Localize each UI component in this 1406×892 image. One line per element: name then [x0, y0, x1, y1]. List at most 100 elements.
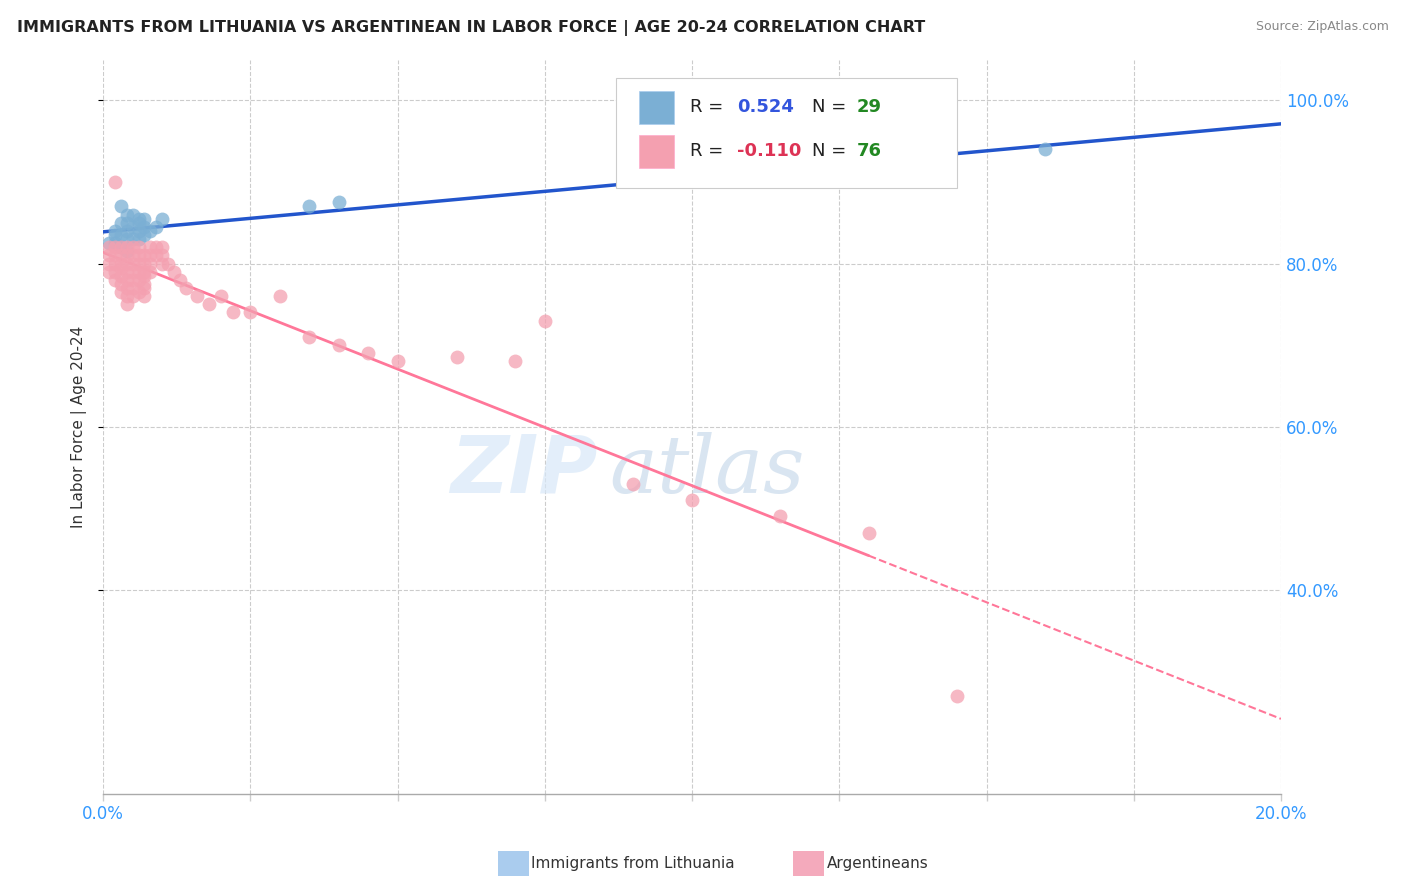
Point — [946, 689, 969, 703]
Point — [110, 240, 132, 254]
Point — [769, 509, 792, 524]
Text: N =: N = — [813, 98, 852, 116]
Point — [121, 232, 143, 246]
Point — [134, 289, 156, 303]
Point — [115, 224, 138, 238]
Point — [110, 227, 132, 242]
Point — [115, 289, 138, 303]
Point — [145, 219, 167, 234]
Text: 29: 29 — [858, 98, 882, 116]
Bar — [640, 135, 675, 168]
Point — [115, 281, 138, 295]
Point — [150, 211, 173, 226]
Point — [128, 256, 150, 270]
Point — [150, 248, 173, 262]
Point — [209, 289, 232, 303]
Point — [121, 219, 143, 234]
Point — [139, 256, 162, 270]
Point — [121, 248, 143, 262]
Point — [269, 289, 291, 303]
Point — [98, 240, 121, 254]
Point — [115, 232, 138, 246]
Point — [134, 265, 156, 279]
Point — [110, 256, 132, 270]
Point — [121, 240, 143, 254]
Point — [121, 265, 143, 279]
Point — [134, 268, 156, 283]
Point — [150, 240, 173, 254]
Text: atlas: atlas — [610, 432, 806, 509]
Text: IMMIGRANTS FROM LITHUANIA VS ARGENTINEAN IN LABOR FORCE | AGE 20-24 CORRELATION : IMMIGRANTS FROM LITHUANIA VS ARGENTINEAN… — [17, 20, 925, 36]
Point — [110, 240, 132, 254]
Point — [169, 273, 191, 287]
Text: N =: N = — [813, 143, 852, 161]
Point — [387, 354, 409, 368]
Point — [681, 493, 703, 508]
Point — [121, 273, 143, 287]
Point — [174, 281, 197, 295]
Point — [446, 351, 468, 365]
Point — [357, 346, 380, 360]
Point — [104, 273, 127, 287]
Point — [128, 211, 150, 226]
Point — [198, 297, 221, 311]
Point — [150, 256, 173, 270]
Point — [134, 248, 156, 262]
Point — [156, 256, 179, 270]
Text: R =: R = — [690, 143, 728, 161]
Point — [104, 224, 127, 238]
Point — [98, 265, 121, 279]
Text: Source: ZipAtlas.com: Source: ZipAtlas.com — [1256, 20, 1389, 33]
Point — [621, 476, 644, 491]
Point — [298, 330, 321, 344]
Point — [98, 248, 121, 262]
Point — [115, 244, 138, 259]
Point — [505, 354, 527, 368]
FancyBboxPatch shape — [616, 78, 957, 188]
Text: ZIP: ZIP — [450, 432, 598, 509]
Point — [139, 265, 162, 279]
Point — [222, 305, 245, 319]
Point — [115, 256, 138, 270]
Point — [104, 175, 127, 189]
Point — [110, 277, 132, 291]
Point — [128, 265, 150, 279]
Point — [110, 248, 132, 262]
Point — [298, 199, 321, 213]
Point — [163, 265, 186, 279]
Text: Immigrants from Lithuania: Immigrants from Lithuania — [531, 856, 735, 871]
Point — [1035, 142, 1057, 156]
Point — [115, 297, 138, 311]
Point — [145, 248, 167, 262]
Point — [98, 256, 121, 270]
Text: -0.110: -0.110 — [737, 143, 801, 161]
Point — [858, 525, 880, 540]
Point — [128, 216, 150, 230]
Point — [534, 313, 557, 327]
Text: 0.524: 0.524 — [737, 98, 794, 116]
Point — [128, 273, 150, 287]
Point — [328, 338, 350, 352]
Point — [139, 248, 162, 262]
Point — [104, 256, 127, 270]
Point — [134, 211, 156, 226]
Point — [139, 240, 162, 254]
Point — [134, 227, 156, 242]
Point — [115, 248, 138, 262]
Text: Argentineans: Argentineans — [827, 856, 928, 871]
Point — [145, 240, 167, 254]
Point — [134, 256, 156, 270]
Point — [121, 208, 143, 222]
Point — [104, 227, 127, 242]
Y-axis label: In Labor Force | Age 20-24: In Labor Force | Age 20-24 — [72, 326, 87, 528]
Point — [121, 289, 143, 303]
Point — [98, 236, 121, 251]
Point — [104, 240, 127, 254]
Point — [134, 277, 156, 291]
Point — [110, 199, 132, 213]
Point — [134, 219, 156, 234]
Point — [121, 256, 143, 270]
Point — [139, 224, 162, 238]
Point — [104, 265, 127, 279]
Point — [115, 208, 138, 222]
